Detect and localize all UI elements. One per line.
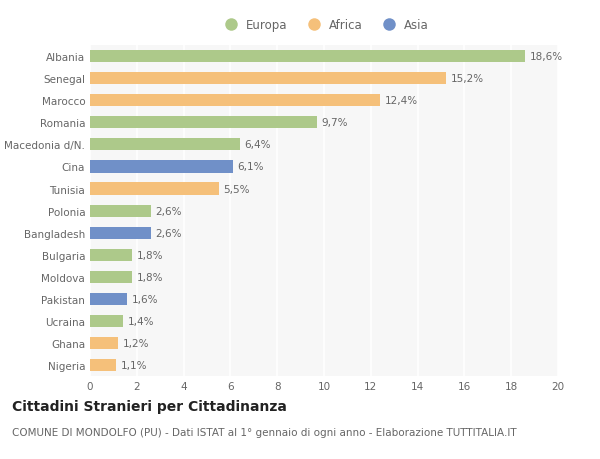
Bar: [90, 359, 116, 371]
Text: 1,4%: 1,4%: [127, 316, 154, 326]
Bar: [90, 161, 233, 173]
Text: 1,1%: 1,1%: [121, 360, 147, 370]
Bar: [90, 117, 317, 129]
Bar: [90, 73, 446, 85]
Text: 1,2%: 1,2%: [123, 338, 149, 348]
Bar: [90, 95, 380, 107]
Bar: [90, 139, 240, 151]
Text: 1,8%: 1,8%: [137, 272, 163, 282]
Text: 6,1%: 6,1%: [238, 162, 264, 172]
Text: 2,6%: 2,6%: [155, 206, 182, 216]
Text: 15,2%: 15,2%: [451, 74, 484, 84]
Bar: [90, 249, 132, 261]
Text: COMUNE DI MONDOLFO (PU) - Dati ISTAT al 1° gennaio di ogni anno - Elaborazione T: COMUNE DI MONDOLFO (PU) - Dati ISTAT al …: [12, 427, 517, 437]
Text: 1,6%: 1,6%: [132, 294, 158, 304]
Text: 12,4%: 12,4%: [385, 96, 418, 106]
Bar: [90, 205, 151, 217]
Bar: [90, 293, 127, 305]
Bar: [90, 51, 525, 63]
Text: 6,4%: 6,4%: [244, 140, 271, 150]
Text: 2,6%: 2,6%: [155, 228, 182, 238]
Text: 5,5%: 5,5%: [223, 184, 250, 194]
Legend: Europa, Africa, Asia: Europa, Africa, Asia: [214, 14, 434, 37]
Text: 18,6%: 18,6%: [530, 52, 563, 62]
Bar: [90, 271, 132, 283]
Bar: [90, 315, 123, 327]
Bar: [90, 227, 151, 239]
Bar: [90, 337, 118, 349]
Bar: [90, 183, 219, 195]
Text: 9,7%: 9,7%: [322, 118, 348, 128]
Text: Cittadini Stranieri per Cittadinanza: Cittadini Stranieri per Cittadinanza: [12, 399, 287, 413]
Text: 1,8%: 1,8%: [137, 250, 163, 260]
